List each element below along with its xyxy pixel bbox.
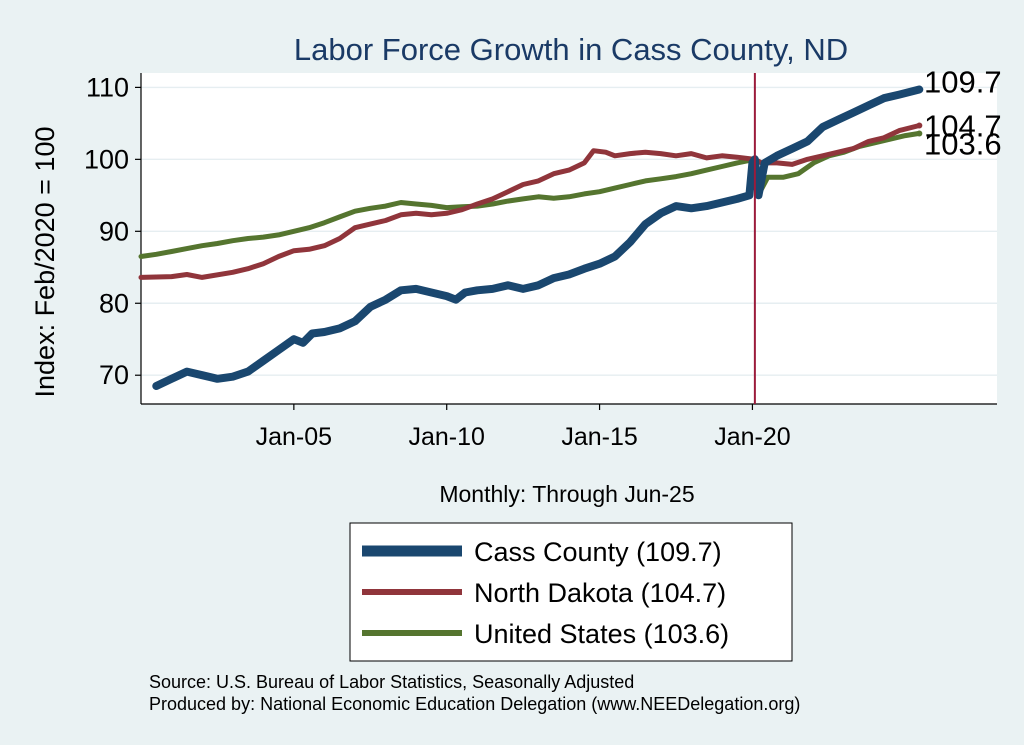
legend: Cass County (109.7) North Dakota (104.7)… (349, 522, 793, 662)
end-point-north-dakota (916, 122, 923, 129)
x-tick-label-Jan-05: Jan-05 (256, 423, 332, 451)
end-label-north-dakota: 104.7 (924, 109, 1002, 144)
x-axis-label: Monthly: Through Jun-25 (439, 481, 694, 507)
y-tick-label-80: 80 (99, 288, 129, 318)
series-layer (138, 85, 924, 390)
y-axis-ticks: 70 80 90 100 110 (84, 72, 141, 390)
legend-label-united-states: United States (103.6) (474, 619, 729, 649)
legend-label-north-dakota: North Dakota (104.7) (474, 578, 726, 608)
source-note: Source: U.S. Bureau of Labor Statistics,… (149, 672, 634, 692)
y-tick-label-70: 70 (99, 360, 129, 390)
end-label-united-states: 103.6 (924, 126, 1002, 161)
x-tick-label-Jan-10: Jan-10 (408, 423, 484, 451)
y-axis-label: Index: Feb/2020 = 100 (30, 127, 60, 398)
producer-note: Produced by: National Economic Education… (149, 694, 800, 714)
y-tick-label-90: 90 (99, 216, 129, 246)
y-tick-label-110: 110 (86, 72, 129, 102)
y-tick-label-100: 100 (84, 144, 129, 174)
end-point-cass-county (916, 86, 923, 93)
x-axis-ticks: Jan-05 Jan-10 Jan-15 Jan-20 (256, 404, 791, 451)
axes (140, 73, 997, 405)
series-line-cass-county (152, 85, 924, 390)
chart-title: Labor Force Growth in Cass County, ND (294, 32, 848, 67)
end-point-united-states (916, 130, 923, 137)
series-line-north-dakota (138, 123, 922, 280)
x-tick-label-Jan-20: Jan-20 (714, 423, 790, 451)
legend-label-cass-county: Cass County (109.7) (474, 537, 722, 567)
end-label-cass-county: 109.7 (924, 65, 1002, 100)
series-line-united-states (138, 130, 922, 259)
x-tick-label-Jan-15: Jan-15 (561, 423, 637, 451)
